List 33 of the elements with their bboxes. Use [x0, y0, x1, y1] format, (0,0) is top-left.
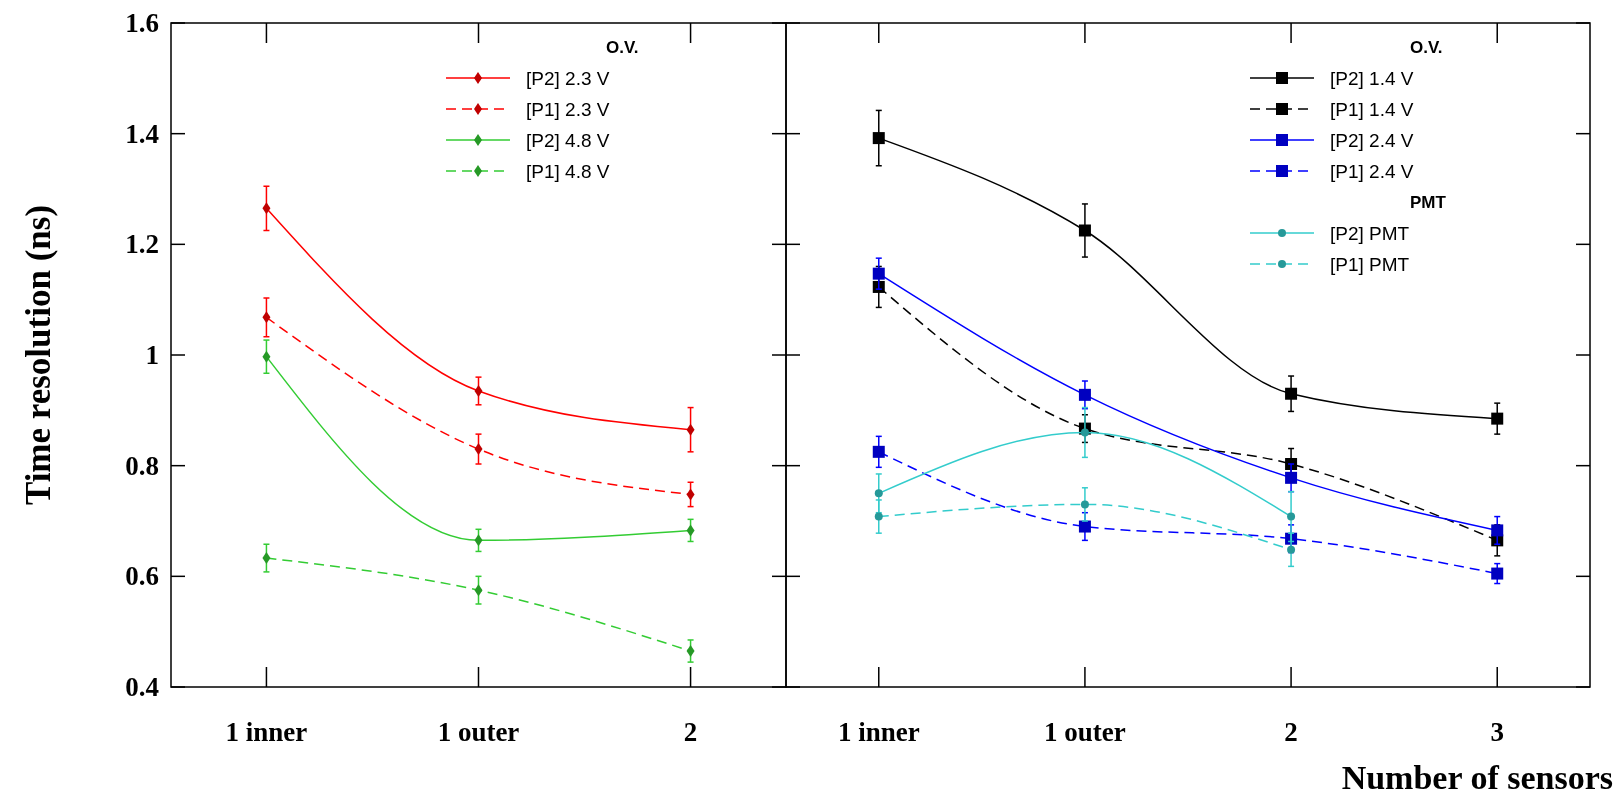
point — [1285, 387, 1298, 400]
legend-label: [P1] PMT — [1330, 254, 1410, 275]
x-tick-label: 1 outer — [1044, 717, 1126, 747]
y-tick-label: 1.6 — [125, 8, 159, 38]
legend-label: [P2] 2.3 V — [526, 68, 610, 89]
x-tick-label: 2 — [1284, 717, 1298, 747]
point — [872, 132, 885, 145]
legend-label: [P1] 2.4 V — [1330, 161, 1414, 182]
legend-label: [P2] 1.4 V — [1330, 68, 1414, 89]
legend-label: [P1] 4.8 V — [526, 161, 610, 182]
y-tick-label: 1.4 — [125, 118, 159, 149]
annotation: PMT — [1410, 193, 1447, 212]
x-tick-label: 1 inner — [225, 717, 308, 747]
y-tick-label: 1.2 — [125, 229, 159, 260]
y-tick-label: 0.4 — [125, 672, 159, 702]
x-tick-label: 2 — [683, 717, 698, 747]
legend-label: [P1] 2.3 V — [526, 99, 610, 120]
x-tick-label: 1 outer — [437, 717, 520, 747]
legend-label: [P1] 1.4 V — [1330, 99, 1414, 120]
x-tick-label: 1 inner — [837, 717, 920, 747]
y-tick-label: 1 — [145, 340, 159, 370]
legend-title: O.V. — [606, 38, 639, 57]
x-tick-label: 3 — [1490, 717, 1504, 747]
y-tick-label: 0.6 — [125, 561, 159, 592]
point — [1491, 412, 1504, 425]
legend-title: O.V. — [1410, 38, 1443, 57]
y-tick-label: 0.8 — [125, 450, 159, 481]
y-axis-title: Time resolution (ns) — [19, 204, 58, 506]
legend-label: [P2] 4.8 V — [526, 130, 610, 151]
point — [1078, 224, 1091, 237]
legend-label: [P2] 2.4 V — [1330, 130, 1414, 151]
x-axis-title: Number of sensors — [1341, 759, 1613, 795]
legend-label: [P2] PMT — [1330, 223, 1410, 244]
